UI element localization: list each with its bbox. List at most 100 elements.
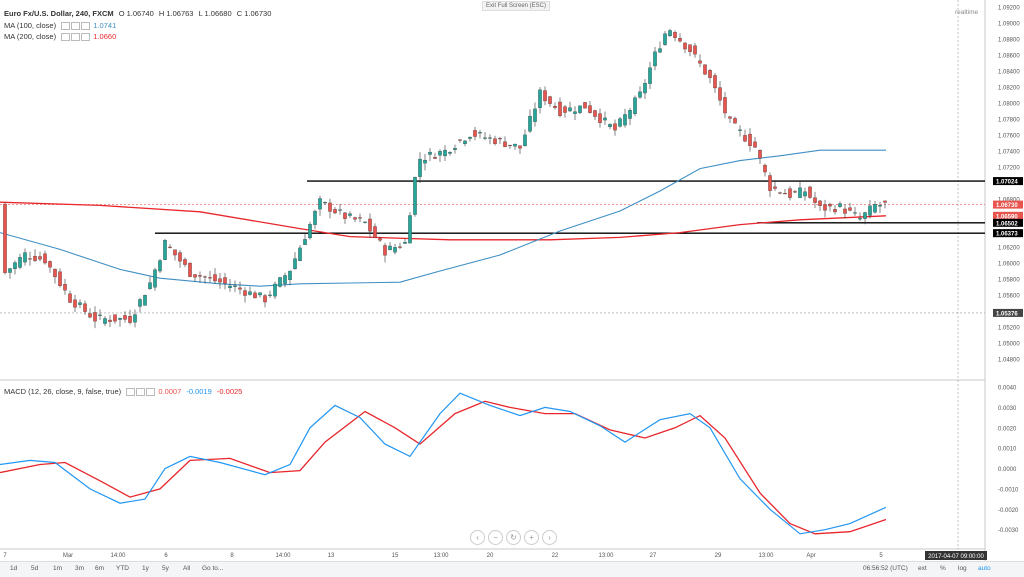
clock: 06:56:52 (UTC) [863, 565, 908, 572]
candle-up [873, 204, 877, 213]
range-5y[interactable]: 5y [162, 565, 169, 572]
candle-down [128, 316, 132, 323]
candle-up [668, 30, 672, 37]
candle-down [263, 295, 267, 303]
macd-value: -0.0019 [186, 387, 212, 396]
candle-down [213, 274, 217, 282]
candle-up [133, 314, 137, 323]
candle-up [443, 149, 447, 157]
percent-toggle[interactable]: % [940, 565, 946, 572]
time-tick-label: 6 [164, 553, 168, 559]
candle-up [568, 107, 572, 112]
settings-icon[interactable] [61, 22, 71, 31]
settings-icon[interactable] [61, 33, 71, 42]
candle-down [793, 191, 797, 193]
eye-icon[interactable] [71, 33, 81, 42]
exit-fullscreen-button[interactable]: Exit Full Screen (ESC) [482, 1, 551, 11]
time-tick-label: 22 [552, 553, 559, 559]
candle-down [598, 113, 602, 123]
reset-icon[interactable]: ↻ [506, 530, 521, 545]
candle-up [348, 213, 352, 216]
candle-down [558, 101, 562, 116]
range-all[interactable]: All [183, 565, 191, 572]
candle-up [18, 257, 22, 268]
price-tag-label: 1.06373 [996, 232, 1018, 238]
candle-down [518, 145, 522, 149]
goto-button[interactable]: Go to... [202, 565, 224, 572]
candle-down [203, 276, 207, 278]
candle-down [58, 271, 62, 286]
ext-toggle[interactable]: ext [918, 565, 927, 572]
realtime-label: realtime [955, 9, 979, 16]
range-3m[interactable]: 3m [75, 565, 85, 572]
candle-down [723, 97, 727, 114]
candle-up [413, 177, 417, 215]
candle-down [43, 253, 47, 264]
zoom-in-icon[interactable]: + [524, 530, 539, 545]
macd-legend[interactable]: MACD (12, 26, close, 9, false, true) 0.0… [4, 387, 245, 397]
candle-up [158, 260, 162, 272]
candle-down [743, 135, 747, 142]
range-1y[interactable]: 1y [142, 565, 149, 572]
candle-down [383, 245, 387, 256]
candle-up [578, 105, 582, 113]
macd-line [0, 392, 887, 535]
candle-down [93, 312, 97, 322]
candle-up [838, 203, 842, 207]
scroll-right-icon[interactable]: › [542, 530, 557, 545]
candle-up [308, 224, 312, 239]
candle-down [883, 200, 887, 203]
high-value: H 1.06763 [158, 9, 194, 18]
candle-up [633, 97, 637, 115]
candle-down [48, 261, 52, 268]
candle-up [403, 242, 407, 244]
time-tick-label: 15 [392, 553, 399, 559]
candle-up [618, 118, 622, 127]
candle-up [323, 202, 327, 204]
price-tag-label: 1.07024 [996, 180, 1018, 186]
auto-toggle[interactable]: auto [978, 565, 991, 572]
candle-up [858, 218, 862, 220]
price-tick-label: 1.08200 [998, 86, 1020, 92]
price-tick-label: 1.07600 [998, 134, 1020, 140]
candle-up [738, 129, 742, 131]
candle-up [438, 151, 442, 156]
candle-down [543, 90, 547, 102]
price-tag [993, 200, 1023, 209]
close-value: C 1.06730 [236, 9, 272, 18]
candle-up [863, 212, 867, 219]
close-icon[interactable] [81, 22, 91, 31]
candle-up [488, 137, 492, 139]
range-5d[interactable]: 5d [31, 565, 39, 572]
candle-down [243, 290, 247, 296]
range-1d[interactable]: 1d [10, 565, 18, 572]
range-ytd[interactable]: YTD [116, 565, 129, 572]
close-icon[interactable] [81, 33, 91, 42]
candle-down [223, 277, 227, 284]
candle-up [648, 67, 652, 84]
settings-icon[interactable] [126, 388, 136, 397]
candle-up [313, 211, 317, 225]
candle-down [778, 192, 782, 194]
ma200-legend[interactable]: MA (200, close) 1.0660 [4, 32, 119, 42]
candle-up [138, 299, 142, 307]
candle-down [193, 274, 197, 278]
candle-down [548, 96, 552, 104]
time-tick-label: 14:00 [110, 553, 126, 559]
close-icon[interactable] [146, 388, 156, 397]
zoom-out-icon[interactable]: − [488, 530, 503, 545]
price-tag [993, 211, 1023, 220]
scroll-left-icon[interactable]: ‹ [470, 530, 485, 545]
candle-down [188, 262, 192, 277]
price-tick-label: 1.07400 [998, 150, 1020, 156]
eye-icon[interactable] [71, 22, 81, 31]
log-toggle[interactable]: log [958, 565, 967, 572]
eye-icon[interactable] [136, 388, 146, 397]
range-1m[interactable]: 1m [53, 565, 63, 572]
candle-up [98, 314, 102, 316]
candle-down [713, 75, 717, 89]
range-6m[interactable]: 6m [95, 565, 105, 572]
macd-tick-label: -0.0020 [998, 508, 1019, 514]
ma100-legend[interactable]: MA (100, close) 1.0741 [4, 21, 119, 31]
